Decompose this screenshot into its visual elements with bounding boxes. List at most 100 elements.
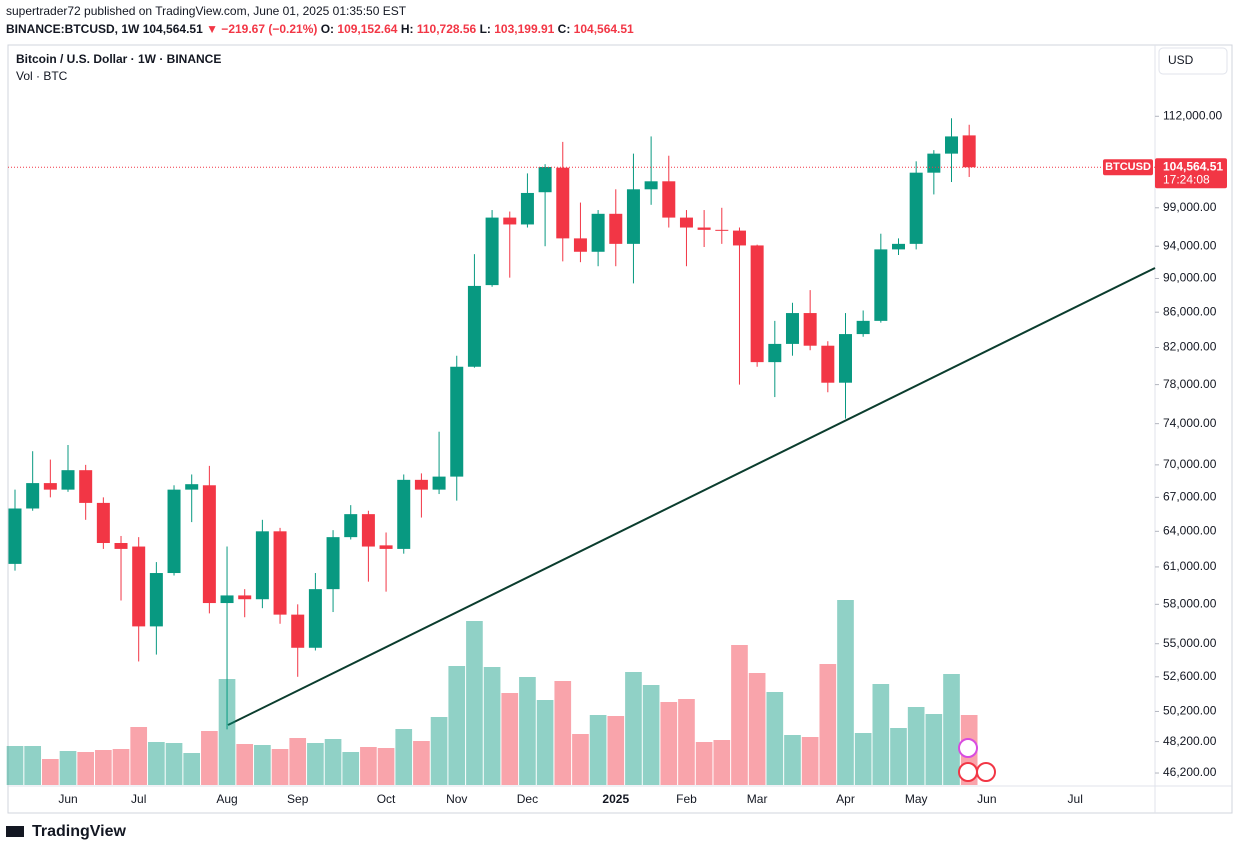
- candle-body: [185, 484, 199, 490]
- countdown-text: 17:24:08: [1163, 172, 1210, 186]
- volume-bar: [819, 664, 837, 785]
- volume-bar: [165, 743, 183, 785]
- candle-body: [238, 595, 252, 600]
- x-tick-label: Jul: [131, 792, 146, 806]
- candle-body: [291, 614, 305, 648]
- x-tick-label: May: [905, 792, 928, 806]
- volume-bar: [430, 717, 448, 785]
- x-tick-label: Jun: [977, 792, 996, 806]
- volume-bar: [519, 677, 536, 785]
- volume-bar: [678, 699, 695, 785]
- currency[interactable]: USD: [1168, 53, 1194, 67]
- symbol: BINANCE:BTCUSD, 1W: [6, 22, 140, 36]
- y-tick-label: 74,000.00: [1163, 416, 1217, 430]
- volume-bar: [713, 740, 731, 785]
- candle-body: [326, 537, 340, 590]
- volume-bar: [183, 753, 201, 785]
- volume-bar: [943, 674, 960, 785]
- volume-bar: [837, 600, 854, 785]
- volume-bar: [890, 728, 907, 785]
- candle-body: [538, 166, 552, 193]
- volume-bar: [448, 666, 466, 785]
- volume-bar: [907, 707, 925, 785]
- volume-bar: [536, 700, 554, 785]
- candle-body: [962, 135, 976, 168]
- y-tick-label: 78,000.00: [1163, 377, 1217, 391]
- volume-bar: [483, 667, 501, 785]
- candle-body: [43, 483, 57, 490]
- event-icons: [958, 738, 996, 782]
- candle-body: [768, 343, 782, 363]
- volume-bar: [731, 645, 748, 785]
- candle-body: [785, 313, 799, 344]
- ohlc-value: 109,152.64: [337, 22, 397, 36]
- candle-body: [838, 334, 852, 383]
- candle-body: [149, 573, 163, 627]
- candle-body: [96, 502, 110, 544]
- ohlc-value: 103,199.91: [494, 22, 554, 36]
- y-tick-label: 70,000.00: [1163, 457, 1217, 471]
- candle-body: [503, 217, 517, 225]
- candle-body: [573, 238, 587, 252]
- y-tick-label: 99,000.00: [1163, 200, 1217, 214]
- candle-body: [220, 595, 234, 604]
- x-tick-label: Nov: [446, 792, 467, 806]
- change: ▼ −219.67 (−0.21%): [206, 22, 317, 36]
- volume-bar: [324, 739, 342, 785]
- candle-body: [556, 167, 570, 239]
- y-tick-label: 55,000.00: [1163, 636, 1217, 650]
- volume-bar: [59, 751, 77, 785]
- y-tick-label: 67,000.00: [1163, 490, 1217, 504]
- candle-body: [644, 181, 658, 190]
- volume-bar: [395, 729, 413, 785]
- ohlc-label: O:: [321, 22, 334, 36]
- volume-bar: [872, 684, 890, 785]
- volume-bar: [801, 737, 819, 785]
- candle-body: [732, 230, 746, 246]
- candle-body: [715, 229, 729, 231]
- ohlc-value: 104,564.51: [574, 22, 634, 36]
- candle-body: [821, 345, 835, 383]
- candle-body: [467, 285, 481, 367]
- volume-bar: [201, 731, 218, 785]
- volume-bar: [466, 621, 483, 785]
- candle-body: [750, 245, 764, 363]
- candle-body: [79, 470, 93, 503]
- volume-bar: [925, 714, 943, 785]
- candle-body: [132, 546, 146, 627]
- volume-label: Vol · BTC: [16, 69, 68, 83]
- volume-bar: [695, 742, 713, 785]
- volume-bar: [642, 685, 660, 785]
- candle-body: [485, 217, 499, 286]
- volume-bar: [377, 748, 395, 785]
- volume-bar: [554, 681, 572, 785]
- candle-body: [450, 366, 464, 477]
- y-tick-label: 64,000.00: [1163, 523, 1217, 537]
- symbol-badge: [1103, 159, 1153, 176]
- volume-bar: [218, 679, 236, 785]
- symbol-text: BINANCE:BTCUSD, 1W 104,564.51 ▼ −219.67 …: [6, 22, 634, 36]
- published-line: supertrader72 published on TradingView.c…: [6, 4, 407, 18]
- volume-bar: [112, 749, 130, 785]
- volume-bar: [784, 735, 801, 785]
- y-tick-label: 82,000.00: [1163, 340, 1217, 354]
- currency-button[interactable]: [1158, 47, 1228, 75]
- candle-body: [379, 545, 393, 549]
- ohlc-value: 110,728.56: [417, 22, 477, 36]
- volume-bar: [766, 692, 784, 785]
- chart-frame: [7, 44, 1233, 814]
- volume-bar: [589, 715, 607, 785]
- ohlc-label: C:: [558, 22, 571, 36]
- candle-body: [397, 479, 411, 549]
- candle-body: [609, 213, 623, 244]
- candle-body: [520, 192, 534, 225]
- candle-body: [626, 189, 640, 244]
- y-tick-label: 90,000.00: [1163, 271, 1217, 285]
- volume-bar: [625, 672, 642, 785]
- trend-line: [227, 267, 1156, 726]
- volume-bar: [236, 744, 254, 785]
- volume-bar: [6, 746, 24, 785]
- volume-bar: [77, 752, 95, 785]
- symbol-line: BINANCE:BTCUSD, 1W 104,564.51 ▼ −219.67 …: [6, 22, 634, 36]
- y-tick-label: 50,200.00: [1163, 704, 1217, 718]
